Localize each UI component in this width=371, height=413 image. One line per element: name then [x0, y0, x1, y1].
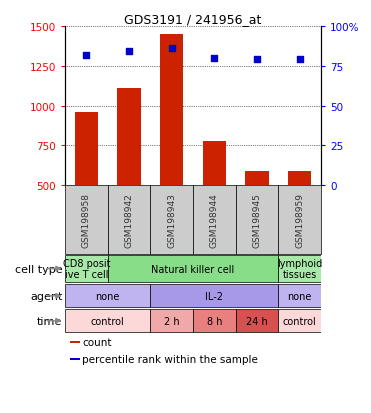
Point — [211, 55, 217, 62]
Title: GDS3191 / 241956_at: GDS3191 / 241956_at — [124, 13, 262, 26]
FancyBboxPatch shape — [193, 186, 236, 254]
Bar — [203, 141, 226, 186]
Text: Natural killer cell: Natural killer cell — [151, 264, 234, 274]
Text: percentile rank within the sample: percentile rank within the sample — [82, 354, 258, 364]
Text: 8 h: 8 h — [207, 316, 222, 326]
Text: lymphoid
tissues: lymphoid tissues — [277, 259, 322, 279]
Point — [126, 49, 132, 56]
FancyBboxPatch shape — [65, 285, 150, 308]
Text: GSM198944: GSM198944 — [210, 192, 219, 247]
Point — [254, 57, 260, 64]
FancyBboxPatch shape — [278, 285, 321, 308]
FancyBboxPatch shape — [150, 186, 193, 254]
Text: GSM198958: GSM198958 — [82, 192, 91, 247]
FancyBboxPatch shape — [193, 309, 236, 332]
Text: IL-2: IL-2 — [205, 291, 223, 301]
Bar — [70, 341, 81, 343]
Text: GSM198942: GSM198942 — [124, 192, 134, 247]
Text: none: none — [95, 291, 120, 301]
FancyBboxPatch shape — [278, 255, 321, 282]
FancyBboxPatch shape — [65, 255, 108, 282]
FancyBboxPatch shape — [278, 186, 321, 254]
FancyBboxPatch shape — [236, 309, 278, 332]
Text: GSM198943: GSM198943 — [167, 192, 176, 247]
FancyBboxPatch shape — [150, 309, 193, 332]
Point — [168, 46, 174, 52]
Text: cell type: cell type — [15, 264, 62, 274]
FancyBboxPatch shape — [150, 285, 278, 308]
Text: CD8 posit
ive T cell: CD8 posit ive T cell — [62, 259, 110, 279]
Text: control: control — [283, 316, 316, 326]
FancyBboxPatch shape — [108, 186, 150, 254]
Bar — [288, 171, 311, 186]
Text: GSM198959: GSM198959 — [295, 192, 304, 247]
Text: GSM198945: GSM198945 — [252, 192, 262, 247]
Bar — [245, 171, 269, 186]
Text: agent: agent — [30, 291, 62, 301]
Bar — [75, 113, 98, 186]
FancyBboxPatch shape — [108, 255, 278, 282]
FancyBboxPatch shape — [236, 186, 278, 254]
Text: none: none — [288, 291, 312, 301]
Text: 24 h: 24 h — [246, 316, 268, 326]
FancyBboxPatch shape — [65, 309, 150, 332]
Bar — [117, 89, 141, 186]
Point — [83, 52, 89, 59]
Text: control: control — [91, 316, 124, 326]
Point — [297, 57, 303, 64]
Text: time: time — [37, 316, 62, 326]
Bar — [160, 35, 183, 186]
FancyBboxPatch shape — [278, 309, 321, 332]
Bar — [70, 358, 81, 360]
Text: count: count — [82, 337, 112, 347]
FancyBboxPatch shape — [65, 186, 108, 254]
Text: 2 h: 2 h — [164, 316, 180, 326]
